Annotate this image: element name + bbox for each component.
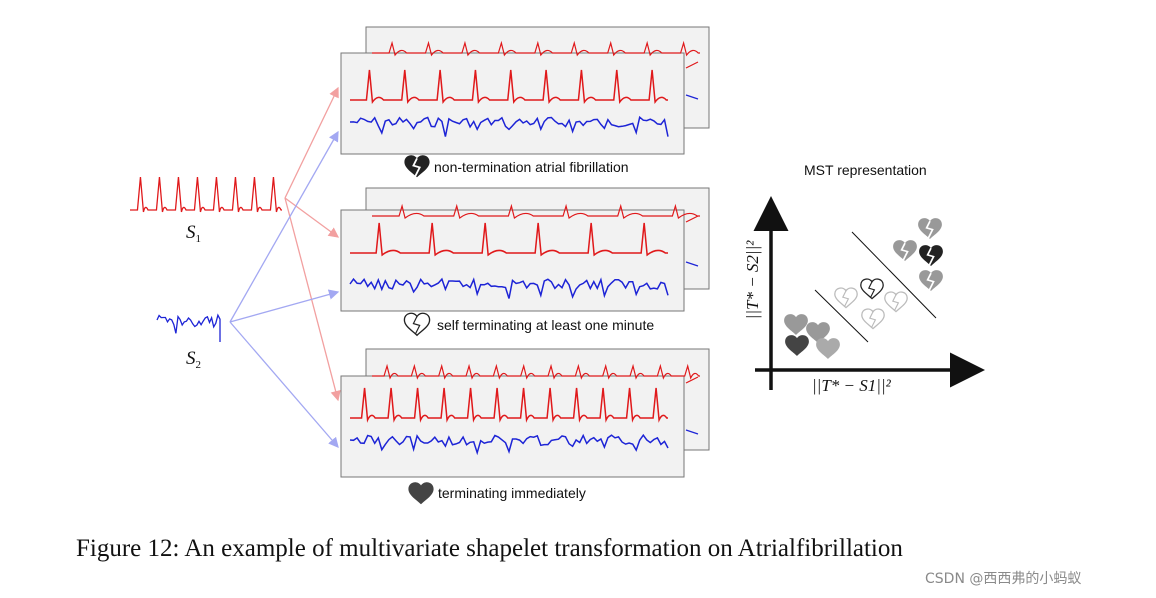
mst-heart-gray: [784, 314, 808, 335]
panel-back-1-red-edge: [685, 61, 699, 69]
panel-back-3-blue-edge: [685, 429, 699, 435]
mst-y-axis-label: ||T* − S2||²: [743, 240, 762, 320]
arrow-s2-panel1: [229, 130, 339, 323]
waveform-group: [130, 40, 700, 456]
mst-title: MST representation: [804, 162, 927, 178]
shapelet-2-index: 2: [195, 359, 202, 371]
panel-back-2-red-top: [372, 203, 700, 220]
panel-back-3-red-edge: [685, 376, 699, 384]
mst-heart-dark: [785, 335, 809, 356]
shapelet-1-label: S1: [186, 222, 201, 245]
panel-back-2-red-edge: [685, 215, 699, 223]
shapelet-1-series: [130, 176, 282, 213]
mst-x-axis-label: ||T* − S1||²: [812, 376, 891, 395]
panel-back-1-red-top: [372, 40, 700, 57]
mst-broken-outline-heart: [861, 308, 885, 330]
panel-1-red-series: [350, 69, 668, 105]
panel-back-1-blue-edge: [685, 94, 699, 100]
mst-separator-1: [814, 289, 869, 343]
panel-2-label: self terminating at least one minute: [437, 317, 655, 333]
panel-front-3: [340, 375, 685, 478]
mst-heart-gray: [816, 338, 840, 359]
arrow-s1-panel2: [284, 197, 340, 238]
panel-3-red-series: [350, 387, 668, 423]
figure-caption: Figure 12: An example of multivariate sh…: [76, 535, 903, 562]
mst-broken-filled-heart: [893, 240, 917, 261]
panel-1-label: non-termination atrial fibrillation: [434, 159, 629, 175]
mst-broken-outline-heart: [884, 291, 908, 313]
arrow-s2-panel2: [229, 289, 340, 323]
watermark: CSDN @西西弗的小蚂蚁: [925, 571, 1082, 587]
broken-heart-outline-icon: [403, 312, 431, 336]
shapelet-2-series: [156, 313, 221, 342]
shapelet-1-symbol: S: [186, 222, 196, 243]
heart-filled-icon: [408, 482, 434, 505]
panel-front-1: [340, 52, 685, 155]
panel-stack-group: [340, 26, 710, 478]
panel-1-blue-series: [349, 115, 669, 137]
mst-hearts: [784, 218, 943, 359]
mst-broken-outline-heart: [860, 278, 884, 300]
panel-back-2-blue-edge: [685, 261, 699, 267]
arrow-group: [229, 86, 341, 448]
panel-front-2: [340, 209, 685, 312]
shapelet-2-symbol: S: [186, 348, 196, 369]
mst-axes: [753, 196, 985, 390]
panel-3-label: terminating immediately: [438, 485, 586, 501]
mst-broken-filled-heart: [918, 218, 942, 239]
mst-broken-outline-heart: [834, 287, 858, 309]
shapelet-2-label: S2: [186, 348, 201, 371]
shapelet-1-index: 1: [195, 233, 202, 245]
mst-separator-2: [851, 231, 937, 319]
panel-2-blue-series: [349, 277, 669, 299]
arrow-s1-panel1: [284, 86, 339, 199]
panel-back-3-red-top: [372, 363, 700, 380]
broken-heart-filled-icon: [404, 155, 430, 178]
mst-broken-filled-heart: [919, 245, 943, 266]
arrow-s2-panel3: [229, 321, 339, 448]
panel-3-blue-series: [349, 433, 669, 456]
mst-broken-filled-heart: [919, 270, 943, 291]
panel-2-red-series: [350, 222, 668, 257]
